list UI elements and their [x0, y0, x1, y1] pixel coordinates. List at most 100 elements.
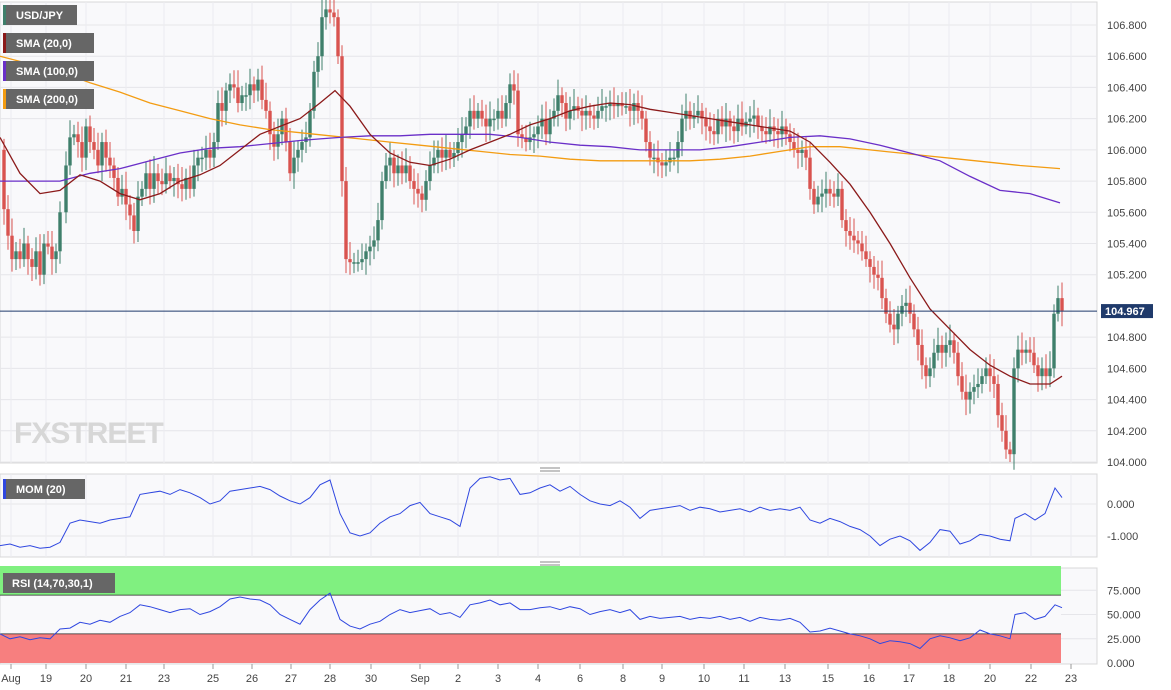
candle-down — [940, 344, 944, 353]
candle-up — [228, 84, 232, 91]
candle-up — [536, 126, 540, 135]
candle-down — [588, 110, 592, 116]
x-tick-label: 27 — [285, 673, 297, 685]
candle-up — [696, 110, 700, 116]
candle-up — [836, 188, 840, 197]
candle-up — [944, 344, 948, 353]
candle-down — [880, 277, 884, 299]
candle-up — [680, 118, 684, 143]
candle-up — [300, 142, 304, 150]
candle-down — [872, 266, 876, 275]
candle-up — [144, 173, 148, 189]
candle-up — [664, 162, 668, 166]
sma200-line — [0, 55, 1061, 170]
candle-down — [252, 84, 256, 91]
candle-up — [196, 157, 200, 166]
candle-up — [372, 240, 376, 247]
candle-down — [628, 106, 632, 111]
candle-down — [560, 95, 564, 104]
candle-up — [212, 142, 216, 158]
candle-up — [604, 106, 608, 108]
candle-down — [828, 188, 832, 194]
sma100-line — [0, 133, 1061, 204]
legend-box — [3, 33, 94, 53]
candle-up — [136, 196, 140, 232]
price-y-tick: 106.200 — [1107, 114, 1147, 126]
candle-up — [360, 259, 364, 263]
x-tick-label: 25 — [207, 673, 219, 685]
candle-down — [260, 79, 264, 100]
price-y-tick: 104.600 — [1107, 363, 1147, 375]
x-tick-label: 4 — [535, 673, 541, 685]
candle-up — [632, 103, 636, 111]
candle-up — [556, 95, 560, 111]
rsi-oversold-zone — [0, 633, 1061, 663]
candle-down — [76, 134, 80, 143]
legend-label: USD/JPY — [16, 10, 64, 22]
x-tick-label: 13 — [779, 673, 791, 685]
candle-down — [1000, 415, 1004, 431]
candle-up — [396, 165, 400, 174]
candle-down — [852, 235, 856, 241]
candle-up — [424, 181, 428, 200]
candle-down — [104, 142, 108, 158]
candle-up — [1056, 298, 1060, 314]
mom-panel — [0, 473, 1098, 558]
x-tick-label: 26 — [246, 673, 258, 685]
candle-up — [900, 305, 904, 314]
candle-up — [568, 110, 572, 119]
candle-up — [528, 137, 532, 143]
candle-down — [952, 340, 956, 353]
candle-down — [108, 157, 112, 166]
candle-up — [748, 118, 752, 122]
price-y-tick: 106.000 — [1107, 145, 1147, 157]
candle-up — [22, 243, 26, 260]
legend-box — [3, 61, 94, 81]
candle-down — [116, 177, 120, 197]
candle-up — [34, 251, 38, 267]
rsi-y-tick: 0.000 — [1107, 658, 1135, 670]
x-tick-label: 10 — [698, 673, 710, 685]
candle-up — [504, 103, 508, 119]
candle-down — [420, 193, 424, 200]
x-tick-label: 23 — [1065, 673, 1077, 685]
candle-up — [216, 103, 220, 143]
candle-down — [708, 126, 712, 132]
rsi-y-tick: 25.000 — [1107, 634, 1141, 646]
price-y-tick: 104.800 — [1107, 332, 1147, 344]
candle-down — [160, 181, 164, 185]
candle-down — [688, 110, 692, 119]
candle-down — [544, 118, 548, 135]
watermark-logo: FXSTREET — [14, 417, 163, 450]
candle-up — [436, 149, 440, 158]
candle-up — [64, 165, 68, 213]
candle-down — [704, 118, 708, 127]
candle-up — [584, 110, 588, 116]
candle-up — [932, 352, 936, 369]
candle-down — [732, 126, 736, 132]
candle-up — [456, 142, 460, 153]
candle-down — [1044, 368, 1048, 377]
rsi-y-tick: 75.000 — [1107, 585, 1141, 597]
x-tick-label: 19 — [40, 673, 52, 685]
candle-down — [908, 302, 912, 314]
candle-down — [884, 298, 888, 314]
mom-legend-swatch — [3, 479, 6, 499]
candle-down — [860, 243, 864, 252]
candle-up — [768, 126, 772, 135]
candle-up — [364, 251, 368, 260]
candle-down — [796, 149, 800, 153]
candle-down — [344, 181, 348, 260]
candle-down — [188, 177, 192, 189]
candle-down — [46, 243, 50, 247]
legend-label: SMA (100,0) — [16, 66, 78, 78]
candle-up — [164, 173, 168, 185]
legend-swatch — [3, 89, 6, 109]
candle-down — [764, 131, 768, 135]
candle-down — [712, 131, 716, 135]
rsi-line — [0, 592, 1063, 650]
candle-down — [776, 131, 780, 135]
candle-down — [288, 142, 292, 174]
x-tick-label: 28 — [324, 673, 336, 685]
candle-down — [844, 220, 848, 232]
